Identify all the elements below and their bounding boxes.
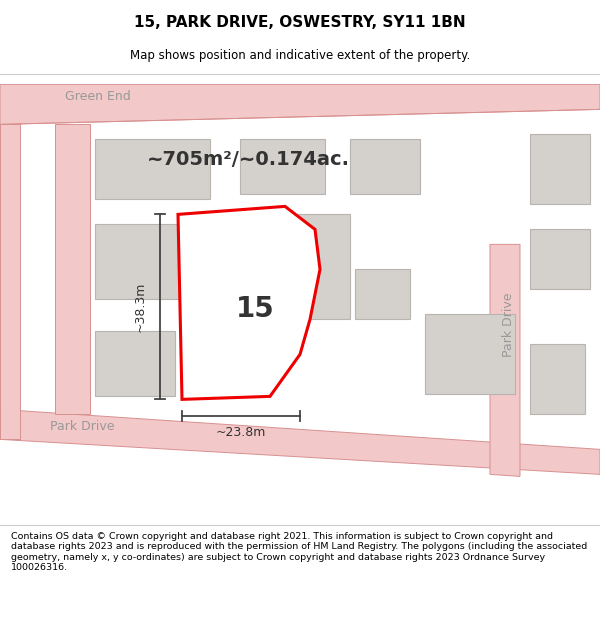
Polygon shape [55,124,90,414]
Text: 15: 15 [236,296,274,323]
Polygon shape [350,139,420,194]
Text: ~38.3m: ~38.3m [133,282,146,332]
Polygon shape [530,229,590,289]
Polygon shape [490,244,520,476]
Text: Map shows position and indicative extent of the property.: Map shows position and indicative extent… [130,49,470,62]
Polygon shape [355,269,410,319]
Polygon shape [0,124,20,439]
Polygon shape [530,344,585,414]
Polygon shape [530,134,590,204]
Text: Contains OS data © Crown copyright and database right 2021. This information is : Contains OS data © Crown copyright and d… [11,532,587,572]
Text: ~705m²/~0.174ac.: ~705m²/~0.174ac. [146,150,349,169]
Polygon shape [265,214,350,319]
Text: Park Drive: Park Drive [502,292,515,357]
Polygon shape [95,331,175,396]
Text: 15, PARK DRIVE, OSWESTRY, SY11 1BN: 15, PARK DRIVE, OSWESTRY, SY11 1BN [134,14,466,29]
Polygon shape [95,224,185,299]
Text: Park Drive: Park Drive [50,420,115,433]
Polygon shape [0,409,600,474]
Polygon shape [425,314,515,394]
Polygon shape [240,139,325,194]
Text: Green End: Green End [65,90,131,103]
Polygon shape [95,139,210,199]
Polygon shape [178,206,320,399]
Text: ~23.8m: ~23.8m [216,426,266,439]
Polygon shape [0,84,600,124]
